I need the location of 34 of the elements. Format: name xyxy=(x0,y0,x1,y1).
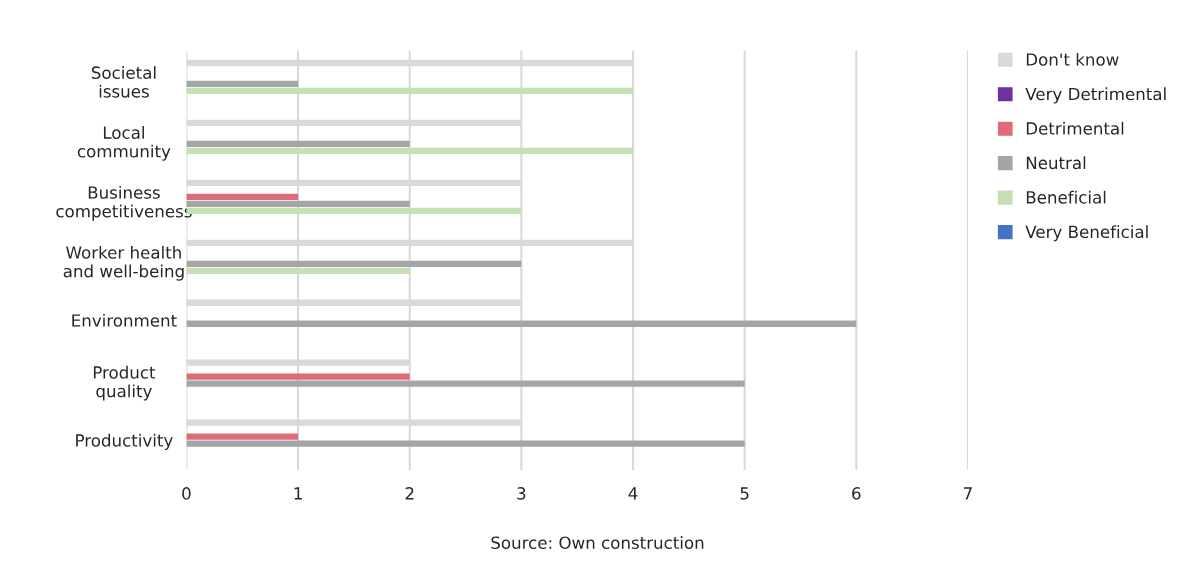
x-tick-label: 3 xyxy=(517,487,526,500)
x-tick-label: 5 xyxy=(740,487,749,500)
x-tick-label: 7 xyxy=(964,487,972,500)
x-tick-label: 0 xyxy=(182,487,191,500)
bar xyxy=(186,433,299,440)
bar xyxy=(186,260,522,267)
bar xyxy=(186,147,634,155)
legend-label: Very Beneficial xyxy=(1025,225,1148,242)
legend-label: Beneficial xyxy=(1026,190,1106,204)
y-tick-label: Worker health and well-being xyxy=(63,245,184,281)
legend-label: Don't know xyxy=(1026,52,1119,66)
y-tick-label: Productivity xyxy=(76,433,173,450)
bar xyxy=(186,87,634,95)
y-tick-label: Local community xyxy=(77,126,171,161)
bar xyxy=(186,440,745,447)
bar xyxy=(186,320,857,327)
bar xyxy=(186,380,745,387)
bar xyxy=(186,140,410,148)
x-tick-label: 2 xyxy=(405,487,414,500)
y-tick-label: Business competitiveness xyxy=(56,185,192,221)
y-tick-label: Environment xyxy=(72,313,177,327)
legend-label: Neutral xyxy=(1026,156,1086,170)
x-tick-label: 1 xyxy=(294,487,302,500)
bar xyxy=(186,193,299,201)
x-tick-label: 6 xyxy=(852,487,861,500)
bar xyxy=(186,373,410,380)
legend-label: Very Detrimental xyxy=(1025,87,1166,104)
legend-label: Detrimental xyxy=(1026,121,1124,135)
source-note: Source: Own construction xyxy=(491,536,704,550)
bar xyxy=(186,80,299,88)
y-tick-label: Societal issues xyxy=(91,66,156,98)
y-tick-label: Product quality xyxy=(93,365,156,401)
bar xyxy=(186,267,410,274)
x-tick-label: 4 xyxy=(628,487,638,500)
